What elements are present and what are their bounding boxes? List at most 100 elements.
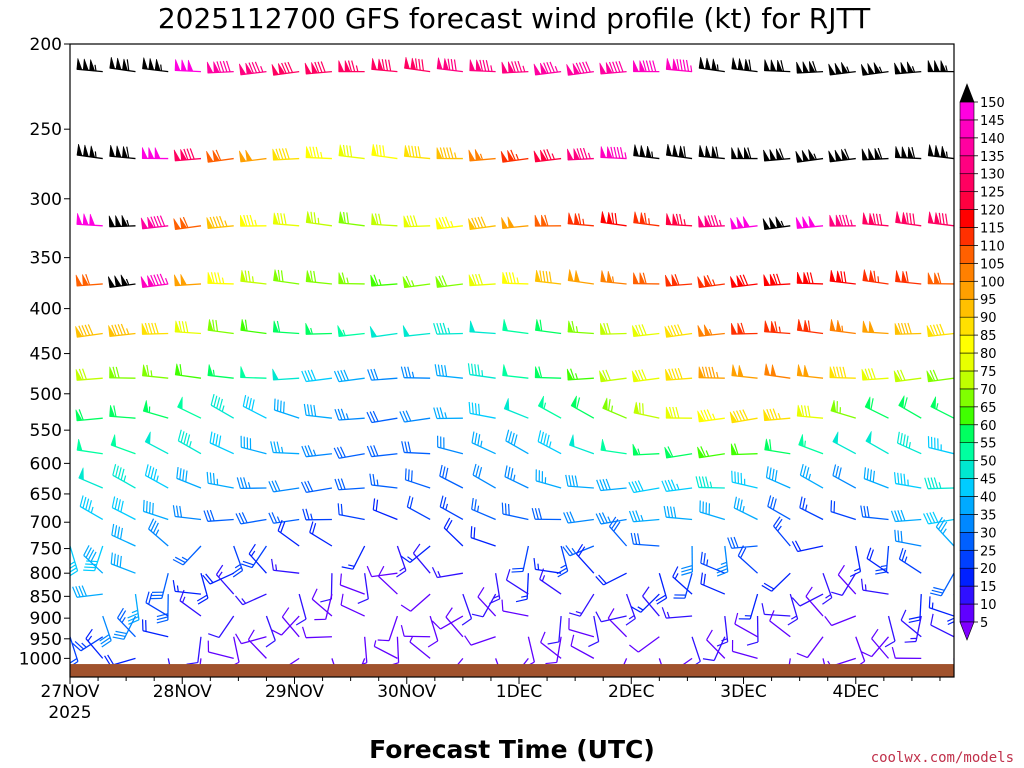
wind-barb [399,410,431,423]
wind-barb [896,431,922,455]
wind-barb [764,59,791,73]
wind-barb [174,320,202,335]
wind-barb [633,272,660,285]
wind-barb [875,545,890,575]
wind-barb [400,366,431,379]
wind-barb [545,636,562,665]
wind-barb [370,274,398,287]
plot-frame [69,43,955,678]
wind-barb [665,367,693,381]
wind-barb [828,148,856,163]
y-axis: 200 250 300 350 400 450 500 550 600 650 700 750 800 8… [19,35,70,669]
wind-barb [76,438,103,455]
chart-title: 2025112700 GFS forecast wind profile (kt… [158,2,871,35]
colorbar-swatch [959,496,975,515]
wind-barb [837,564,857,595]
wind-barb [600,270,627,285]
wind-barb [730,443,758,456]
wind-barb [445,607,464,638]
colorbar-label: 60 [980,419,997,434]
wind-barb [207,319,234,335]
wind-barb [531,508,562,521]
wind-barb [443,517,464,547]
wind-barb [927,144,954,160]
wind-barb [240,435,267,455]
wind-barb [461,593,473,626]
wind-barb [567,320,594,335]
colorbar-swatch [959,119,975,139]
wind-barb [795,149,824,163]
wind-barb [511,545,530,573]
wind-barb [535,469,562,489]
colorbar-label: 135 [980,150,1005,165]
wind-barb [70,225,71,226]
wind-barb [763,148,791,162]
wind-barb [109,57,136,73]
wind-barb [238,149,267,163]
wind-barb [829,319,856,335]
wind-barb [600,146,627,160]
wind-barb [730,274,758,288]
wind-barb [830,500,856,521]
wind-barb [924,477,954,490]
wind-barb [186,636,202,665]
wind-barb [333,369,365,383]
wind-barb [862,320,889,335]
wind-barb [305,146,332,160]
wind-barb [642,586,660,617]
wind-barb [208,615,235,639]
wind-barb [78,467,103,489]
colorbar-max-arrow [959,83,975,103]
wind-barb [142,57,169,73]
wind-barb [271,61,300,76]
wind-barb [501,502,529,521]
wind-barb [340,593,365,617]
wind-barb [240,214,267,227]
wind-barb [142,400,169,419]
x-tick-label: 3DEC [720,682,767,702]
colorbar-swatch [959,298,975,318]
wind-barb [436,147,463,160]
terrain-layer [70,664,954,677]
wind-barb [140,273,169,288]
wind-barb [206,471,234,489]
y-tick-label: 550 [30,421,62,441]
wind-barb [366,410,398,424]
wind-barb [304,61,332,75]
wind-barb [630,593,660,613]
wind-barb [206,149,234,163]
wind-barb [268,480,300,493]
wind-barb [733,496,758,521]
wind-barb [600,439,627,455]
colorbar-label: 110 [980,239,1005,254]
x-tick-sublabel: 2025 [48,703,91,723]
x-tick-label: 4DEC [833,682,880,702]
wind-barb [371,58,398,73]
wind-barb [731,147,758,160]
wind-barb [824,615,857,627]
wind-barb [540,631,562,659]
wind-barb [272,212,300,227]
wind-barb [108,215,136,228]
wind-barb [501,599,529,617]
wind-barb [468,401,496,419]
wind-barb [890,509,922,523]
colorbar-swatch [959,478,975,497]
wind-barb [273,398,300,419]
wind-barb [177,396,202,419]
wind-barb [930,572,954,597]
wind-barb [633,144,660,160]
wind-barb [469,320,496,335]
wind-barb [235,512,267,525]
wind-barb [862,212,889,227]
wind-barb [927,436,954,455]
colorbar-swatch [959,155,975,175]
wind-barb [524,636,535,669]
wind-barb [373,640,398,659]
wind-barb [404,57,431,73]
wind-barb [70,157,71,159]
wind-barb [301,626,332,639]
wind-barb [731,470,758,489]
wind-barb [301,445,333,458]
wind-barb [209,431,234,455]
